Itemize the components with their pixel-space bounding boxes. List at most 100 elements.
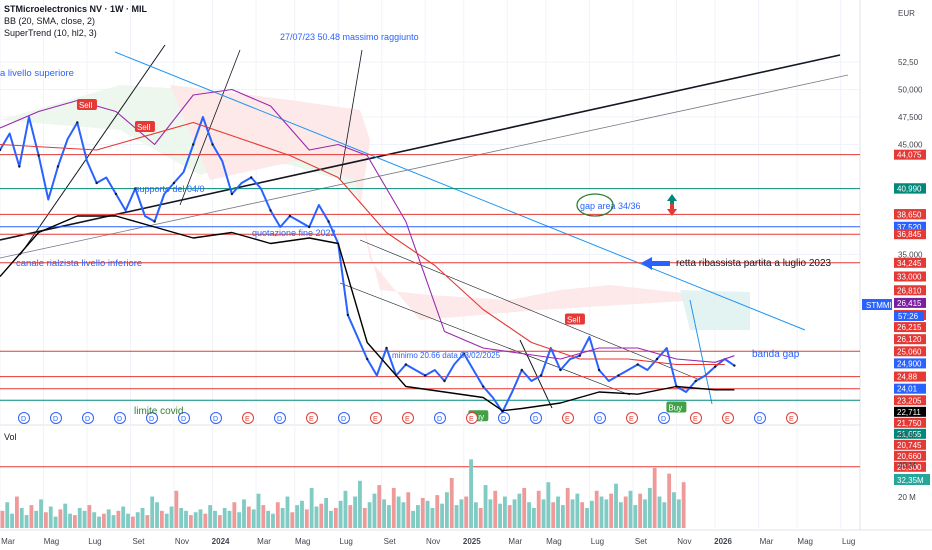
price-point <box>18 165 21 168</box>
currency-label[interactable]: EUR <box>898 9 915 18</box>
event-marker-D[interactable] <box>754 412 766 424</box>
volume-bar <box>246 506 251 528</box>
event-marker-E[interactable] <box>722 412 734 424</box>
price-tag <box>894 297 926 308</box>
event-marker-D[interactable] <box>114 412 126 424</box>
price-point <box>37 154 40 157</box>
volume-bar <box>333 507 338 528</box>
series-lines <box>0 88 736 413</box>
volume-bar <box>68 513 72 528</box>
supertrend-fill <box>170 85 700 320</box>
event-marker-E[interactable] <box>466 412 478 424</box>
event-marker-E[interactable] <box>786 412 798 424</box>
indicator-fills <box>0 85 750 330</box>
price-point <box>211 143 214 146</box>
time-tick-label: Mar <box>760 537 774 546</box>
event-marker-E[interactable] <box>562 412 574 424</box>
price-point <box>134 187 137 190</box>
event-marker-E[interactable] <box>626 412 638 424</box>
event-marker-D[interactable] <box>178 412 190 424</box>
channel-line-2 <box>179 49 241 206</box>
annotation-support: supporto del 04/0 <box>135 184 205 194</box>
event-marker-label: E <box>789 416 794 423</box>
volume-bar <box>556 496 560 528</box>
price-tag-label: 26,120 <box>897 335 922 344</box>
price-tag <box>894 346 926 357</box>
event-marker-label: D <box>213 416 218 423</box>
event-marker-D[interactable] <box>146 412 158 424</box>
event-marker-D[interactable] <box>498 412 510 424</box>
event-marker-D[interactable] <box>82 412 94 424</box>
indicator-supertrend-label[interactable]: SuperTrend (10, hl2, 3) <box>4 28 97 38</box>
volume-bar <box>116 510 121 528</box>
event-marker-label: D <box>85 416 90 423</box>
price-tick-label: 35,000 <box>898 251 923 260</box>
event-marker-E[interactable] <box>690 412 702 424</box>
signal-sell-label: Sell <box>79 101 93 110</box>
volume-bar <box>667 473 672 528</box>
price-tag-label: 24,88 <box>897 373 918 382</box>
event-marker-E[interactable] <box>242 412 254 424</box>
volume-bar <box>469 459 473 528</box>
volume-bar <box>72 515 77 528</box>
price-point <box>346 313 350 317</box>
volume-bars <box>0 459 686 528</box>
volume-bar <box>676 499 681 528</box>
annotation-end-2022: quotazione fine 2022 <box>252 228 336 238</box>
price-tag <box>894 149 926 160</box>
upper-trendline-parallel <box>0 74 849 259</box>
volume-bar <box>92 512 97 528</box>
event-marker-label: D <box>21 416 26 423</box>
volume-bar <box>565 487 570 528</box>
event-marker-D[interactable] <box>50 412 62 424</box>
event-marker-D[interactable] <box>594 412 606 424</box>
event-marker-D[interactable] <box>18 412 30 424</box>
volume-bar <box>145 515 150 528</box>
event-marker-E[interactable] <box>306 412 318 424</box>
price-point <box>404 363 408 366</box>
volume-bar <box>435 495 440 528</box>
volume-bar <box>522 487 527 528</box>
price-tag-label: 20,745 <box>897 441 922 450</box>
volume-bar <box>63 503 68 528</box>
volume-bar <box>483 485 488 528</box>
price-tick-label: 45,000 <box>898 141 923 150</box>
price-tag-label: 26,215 <box>897 323 922 332</box>
indicator-bb-label[interactable]: BB (20, SMA, close, 2) <box>4 16 95 26</box>
price-point <box>250 176 253 179</box>
volume-bar <box>647 487 652 528</box>
annotation-upper-channel: a livello superiore <box>0 68 74 79</box>
price-point <box>713 365 717 368</box>
price-point <box>288 214 292 218</box>
time-tick-label: 2025 <box>463 537 481 546</box>
volume-bar <box>48 506 53 528</box>
price-tag <box>894 417 926 428</box>
volume-bar <box>10 513 14 528</box>
volume-bar <box>348 505 353 528</box>
volume-bar <box>560 505 565 528</box>
event-marker-label: D <box>597 416 602 423</box>
event-marker-E[interactable] <box>370 412 382 424</box>
event-marker-D[interactable] <box>338 412 350 424</box>
event-marker-D[interactable] <box>274 412 286 424</box>
event-marker-D[interactable] <box>658 412 670 424</box>
volume-bar <box>227 510 232 528</box>
volume-bar <box>179 507 184 528</box>
price-tag <box>894 183 926 194</box>
volume-bar <box>416 505 420 528</box>
volume-bar <box>140 507 145 528</box>
event-marker-label: E <box>725 416 730 423</box>
event-marker-D[interactable] <box>530 412 542 424</box>
event-marker-D[interactable] <box>434 412 446 424</box>
signal-sell-badge <box>134 121 155 132</box>
price-point <box>481 385 485 388</box>
volume-current-tag <box>894 474 930 485</box>
volume-bar <box>208 505 213 528</box>
volume-bar <box>58 509 63 528</box>
event-marker-E[interactable] <box>402 412 414 424</box>
event-marker-D[interactable] <box>210 412 222 424</box>
recent-drop-line <box>689 299 713 405</box>
event-marker-label: D <box>341 416 346 423</box>
price-tag-label: 37,520 <box>897 223 922 232</box>
